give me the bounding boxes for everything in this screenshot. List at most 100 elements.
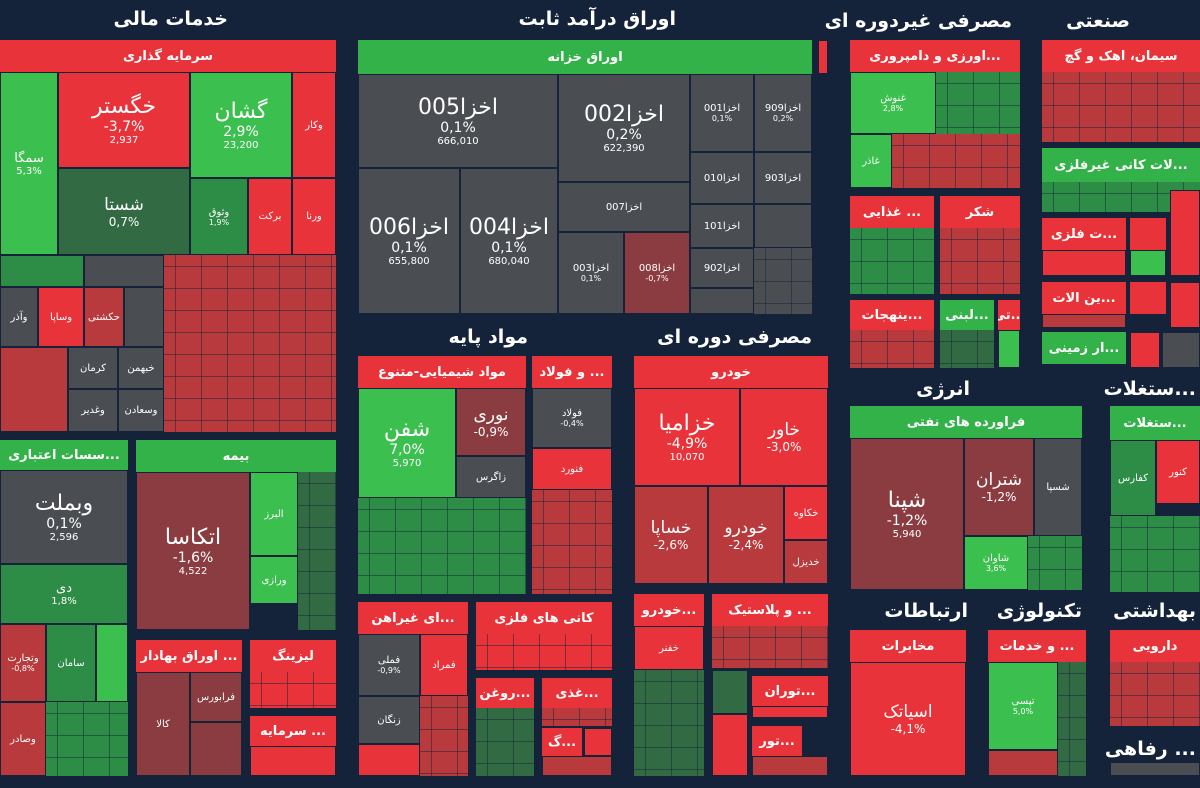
ticker-tile-barkat[interactable]: برکت [248, 178, 292, 255]
group-header-land[interactable]: ...ار زمینی [1042, 332, 1126, 364]
ticker-tile-fanvar[interactable]: فنورد [532, 448, 612, 490]
ticker-tile-akhza007[interactable]: اخزا007 [558, 182, 690, 232]
ticker-tile-vara[interactable]: ورنا [292, 178, 336, 255]
ticker-tile-khaftor[interactable]: خفنر [634, 626, 704, 670]
ticker-tile-vesdadar[interactable]: وصادر [0, 702, 46, 776]
group-header-credit[interactable]: ...سسات اعتباری [0, 440, 128, 470]
ticker-tile-small[interactable] [998, 330, 1020, 368]
ticker-tile-vatejarat[interactable]: وتجارت -0,8% [0, 624, 46, 702]
ticker-tile-akhza003[interactable]: اخزا003 0,1% [558, 232, 624, 314]
ticker-tile-small[interactable] [1170, 190, 1200, 276]
ticker-tile-akhza001[interactable]: اخزا001 0,1% [690, 74, 754, 152]
ticker-tile-khkaveh[interactable]: خکاوه [784, 486, 828, 540]
ticker-tile-akhza004[interactable]: اخزا004 0,1% 680,040 [460, 168, 558, 314]
group-header-tourism[interactable]: ...توران [752, 676, 828, 706]
ticker-tile-vabemellat[interactable]: وبملت 0,1% 2,596 [0, 470, 128, 564]
group-header-machinery[interactable]: ...ین الات [1042, 282, 1126, 314]
ticker-tile-vothough[interactable]: وثوق 1,9% [190, 178, 248, 255]
ticker-tile-khodro[interactable]: خودرو -2,4% [708, 486, 784, 584]
ticker-tile-gashan[interactable]: گشان 2,9% 23,200 [190, 72, 292, 178]
ticker-tile-akhza902[interactable]: اخزا902 [690, 248, 754, 288]
ticker-tile-atkasa[interactable]: اتکاسا -1,6% 4,522 [136, 472, 250, 630]
ticker-tile-kerman[interactable]: کرمان [68, 347, 118, 389]
group-header-capital[interactable]: ... سرمایه [250, 716, 336, 746]
group-header-spices[interactable]: ...ینهجات [850, 300, 934, 330]
ticker-tile-small[interactable] [752, 706, 828, 718]
group-header-auto-parts[interactable]: ...خودرو [634, 594, 704, 626]
ticker-tile-ghazar[interactable]: غاذر [850, 134, 892, 188]
group-header-metal-minerals[interactable]: کانی های فلزی [476, 602, 612, 634]
ticker-tile-zagros[interactable]: زاگرس [456, 456, 526, 498]
ticker-tile-small[interactable] [1162, 332, 1200, 368]
ticker-tile-day[interactable]: دی 1,8% [0, 564, 128, 624]
ticker-tile-small[interactable] [752, 756, 828, 776]
ticker-tile-small[interactable] [1170, 282, 1200, 328]
group-header-insurance[interactable]: بیمه [136, 440, 336, 472]
group-header-pharma[interactable]: دارویی [1110, 630, 1200, 662]
group-header-nonmetal-minerals[interactable]: ...ای غیراهن [358, 602, 468, 634]
ticker-tile-small[interactable] [1130, 332, 1160, 368]
group-header-food[interactable]: ... غذایی [850, 196, 934, 228]
ticker-tile-small[interactable] [1042, 250, 1126, 276]
ticker-tile-asiatek[interactable]: اسیاتک -4,1% [850, 662, 966, 776]
ticker-tile-ghnoosh[interactable]: غنوش 2,8% [850, 72, 936, 134]
group-header-dairy[interactable]: ...لبنی [940, 300, 994, 330]
ticker-tile-small[interactable] [584, 728, 612, 756]
ticker-tile-akhza002[interactable]: اخزا002 0,2% 622,390 [558, 74, 690, 182]
ticker-tile-vkaraz[interactable]: ورازی [250, 556, 298, 604]
group-header-food-misc[interactable]: ...غذی [542, 678, 612, 708]
ticker-tile-akhza909[interactable]: اخزا909 0,2% [754, 74, 812, 152]
ticker-tile-small[interactable] [84, 255, 164, 287]
ticker-tile-famrad[interactable]: فمراد [420, 634, 468, 696]
group-header-nonmetal[interactable]: ...لات کانی غیرفلزی [1042, 148, 1200, 182]
ticker-tile-khavar[interactable]: خاور -3,0% [740, 388, 828, 486]
group-header-comp[interactable]: ...تی [998, 300, 1020, 330]
group-header-auto[interactable]: خودرو [634, 356, 828, 388]
ticker-tile-shasta[interactable]: شستا 0,7% [58, 168, 190, 255]
ticker-tile-vasadan[interactable]: وسعادن [118, 389, 164, 432]
ticker-tile-small[interactable] [1042, 314, 1126, 328]
ticker-tile-vaghadir[interactable]: وغدیر [68, 389, 118, 432]
ticker-tile-semaga[interactable]: سمگا 5,3% [0, 72, 58, 255]
group-header-securities[interactable]: ... اوراق بهادار [136, 640, 242, 672]
ticker-tile-small[interactable] [190, 722, 242, 776]
group-header-g-misc[interactable]: ...گ [542, 728, 582, 756]
ticker-tile-akhza006[interactable]: اخزا006 0,1% 655,800 [358, 168, 460, 314]
ticker-tile-khegostar[interactable]: خگستر -3,7% 2,937 [58, 72, 190, 168]
ticker-tile-alborz[interactable]: البرز [250, 472, 298, 556]
ticker-tile-small[interactable] [712, 670, 748, 714]
ticker-tile-saman[interactable]: سامان [46, 624, 96, 702]
ticker-tile-khazamia[interactable]: خزامیا -4,9% 10,070 [634, 388, 740, 486]
ticker-tile-nouri[interactable]: نوری -0,9% [456, 388, 526, 456]
group-header-utilities-sub[interactable]: ...ستغلات [1110, 406, 1200, 440]
ticker-tile-small[interactable] [358, 744, 420, 776]
ticker-tile-small[interactable] [1110, 762, 1200, 776]
group-header-leasing[interactable]: لیزینگ [250, 640, 336, 672]
ticker-tile-shavan[interactable]: شاوان 3,6% [964, 536, 1028, 590]
group-header-investment[interactable]: سرمایه گذاری [0, 40, 336, 72]
ticker-tile-small[interactable] [0, 347, 68, 432]
ticker-tile-shespa[interactable]: شسپا [1034, 438, 1082, 536]
ticker-tile-famli[interactable]: فملی -0,9% [358, 634, 420, 696]
ticker-tile-akhza903[interactable]: اخزا903 [754, 152, 812, 204]
group-header-it-services[interactable]: ... و خدمات [988, 630, 1086, 662]
group-header-oils[interactable]: ...روغن [476, 678, 534, 708]
group-header-sugar[interactable]: شکر [940, 196, 1020, 228]
ticker-tile-small[interactable] [250, 746, 336, 776]
group-header-plastics[interactable]: ... و پلاستیک [712, 594, 828, 626]
ticker-tile-khesapa[interactable]: خساپا -2,6% [634, 486, 708, 584]
group-header-metal-products[interactable]: ...ت فلزی [1042, 218, 1126, 250]
ticker-tile-shepna[interactable]: شپنا -1,2% 5,940 [850, 438, 964, 590]
group-header-treasury[interactable]: اوراق خزانه [358, 40, 812, 74]
ticker-tile-khahman[interactable]: خبهمن [118, 347, 164, 389]
group-header-telecom-co[interactable]: مخابرات [850, 630, 966, 662]
group-header-sub-b[interactable] [1130, 282, 1166, 314]
ticker-tile-kanur[interactable]: کنور [1156, 440, 1200, 504]
ticker-tile-vazar[interactable]: وآذر [0, 287, 38, 347]
ticker-tile-small[interactable] [712, 714, 748, 776]
ticker-tile-small[interactable] [988, 750, 1058, 776]
ticker-tile-kala[interactable]: کالا [136, 672, 190, 776]
group-header-tour[interactable]: ...تور [752, 726, 802, 756]
ticker-tile-small[interactable] [0, 255, 84, 287]
group-header-sub-a[interactable] [1130, 218, 1166, 250]
